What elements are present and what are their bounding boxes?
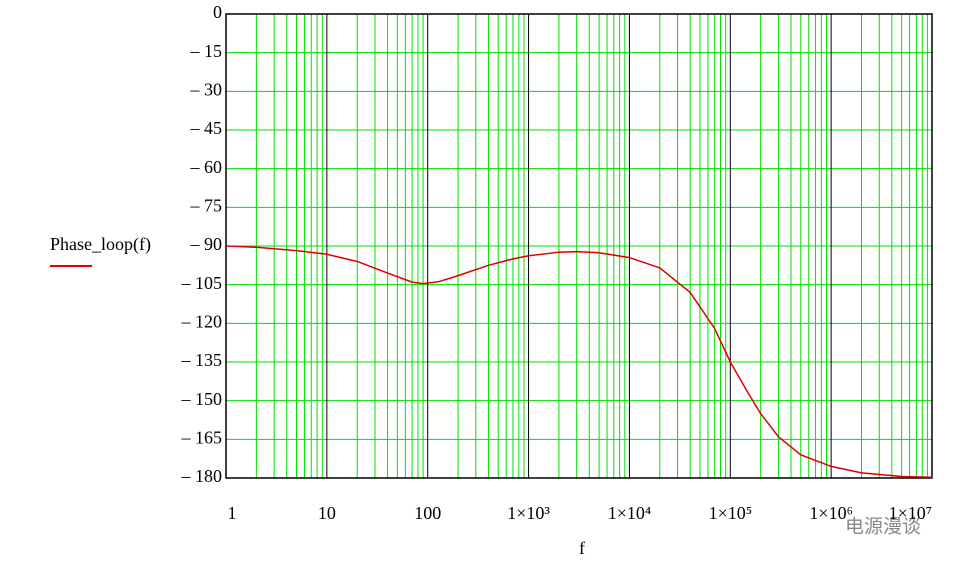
y-tick-label: – 180: [181, 466, 223, 486]
x-tick-label: 1×10⁶: [809, 503, 852, 523]
x-axis-label: f: [579, 538, 585, 558]
legend-label: Phase_loop(f): [50, 234, 151, 255]
x-tick-label: 1×10⁴: [608, 503, 651, 523]
y-tick-label: – 15: [190, 41, 223, 61]
y-tick-label: – 120: [181, 311, 223, 331]
x-tick-label: 1×10³: [507, 503, 550, 523]
y-tick-label: – 45: [190, 118, 223, 138]
x-tick-label: 1: [228, 503, 237, 523]
y-tick-label: – 30: [190, 79, 223, 99]
x-tick-label: 1×10⁵: [709, 503, 752, 523]
y-tick-label: – 150: [181, 389, 223, 409]
y-tick-label: – 90: [190, 234, 223, 254]
y-tick-label: – 165: [181, 427, 223, 447]
y-tick-label: 0: [213, 2, 222, 22]
y-tick-label: – 135: [181, 350, 223, 370]
y-tick-label: – 60: [190, 157, 223, 177]
y-tick-label: – 105: [181, 273, 223, 293]
watermark: 电源漫谈: [845, 516, 921, 538]
x-tick-label: 10: [318, 503, 336, 523]
data-line: [225, 245, 933, 478]
x-tick-label: 1×10⁷: [889, 503, 932, 523]
x-tick-label: 100: [414, 503, 441, 523]
y-tick-label: – 75: [190, 195, 223, 215]
